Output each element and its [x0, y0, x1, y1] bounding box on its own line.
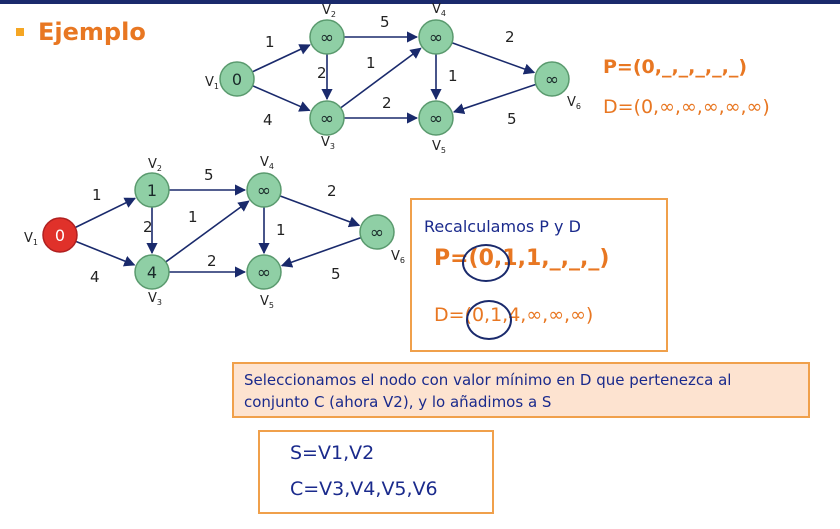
bottom-node-value-v1: 0 — [55, 226, 65, 245]
bottom-node-label-v6: V6 — [391, 249, 405, 265]
top-node-label-v6: V6 — [567, 95, 581, 111]
bullet-icon — [16, 28, 24, 36]
recalc-box: Recalculamos P y D P=(0,1,1,_,_,_) D=(0,… — [410, 198, 668, 352]
set-s: S=V1,V2 — [290, 442, 375, 464]
recalc-heading: Recalculamos P y D — [424, 217, 581, 236]
top-edge-weight-v1-v3: 4 — [263, 111, 273, 129]
top-edge-weight-v4-v5: 1 — [448, 67, 458, 85]
highlight-ellipse-p — [462, 244, 510, 282]
bottom-node-label-v4: V4 — [260, 155, 274, 171]
top-graph: 1 4 5 2 1 2 1 2 5 0 V1 ∞ V2 ∞ V3 ∞ V4 ∞ V5 ∞ V6 — [205, 2, 581, 155]
bottom-node-v3 — [134, 254, 170, 290]
top-edge-weight-v3-v4: 1 — [366, 54, 376, 72]
top-edge-weight-v3-v5: 2 — [382, 94, 392, 112]
top-edge-weight-v1-v2: 1 — [265, 33, 275, 51]
selection-note: Seleccionamos el nodo con valor mínimo e… — [232, 362, 810, 418]
top-node-value-v3: ∞ — [320, 109, 334, 129]
bottom-node-v2 — [134, 172, 170, 208]
bottom-edge-weight-v6-v5: 5 — [331, 265, 341, 283]
recalc-d-vector: D=(0,1,4,∞,∞,∞) — [434, 304, 594, 326]
bottom-node-value-v4: ∞ — [257, 181, 271, 201]
top-edge-v1-v3 — [252, 85, 311, 112]
top-edge-v4-v6 — [451, 42, 536, 75]
top-node-label-v3: V3 — [321, 135, 335, 151]
bottom-edge-v1-v2 — [74, 197, 136, 229]
recalc-p-vector: P=(0,1,1,_,_,_) — [434, 246, 610, 271]
top-node-v6 — [534, 61, 570, 97]
top-node-v2 — [309, 19, 345, 55]
top-node-value-v6: ∞ — [545, 70, 559, 90]
bottom-node-value-v5: ∞ — [257, 263, 271, 283]
bottom-node-v5 — [246, 254, 282, 290]
top-node-label-v1: V1 — [205, 75, 219, 91]
bottom-node-label-v5: V5 — [260, 294, 274, 310]
highlight-ellipse-d — [466, 300, 512, 340]
bottom-node-v1 — [42, 217, 78, 253]
top-node-value-v1: 0 — [232, 70, 242, 89]
bottom-node-v6 — [359, 214, 395, 250]
top-edge-weight-v4-v6: 2 — [505, 28, 515, 46]
top-edge-weight-v6-v5: 5 — [507, 110, 517, 128]
bottom-edge-weight-v3-v5: 2 — [207, 252, 217, 270]
bottom-node-label-v2: V2 — [148, 157, 162, 173]
top-edge-weight-v2-v4: 5 — [380, 13, 390, 31]
top-node-v5 — [418, 100, 454, 136]
bottom-edge-weight-v4-v5: 1 — [276, 221, 286, 239]
bottom-edge-v3-v4 — [165, 200, 250, 263]
bottom-edge-weight-v4-v6: 2 — [327, 182, 337, 200]
bottom-node-value-v3: 4 — [147, 263, 157, 282]
bottom-node-label-v3: V3 — [148, 291, 162, 307]
bottom-edge-v6-v5 — [280, 236, 362, 268]
title-row: Ejemplo — [16, 18, 146, 46]
top-edge-v6-v5 — [452, 83, 537, 115]
top-node-v1 — [219, 61, 255, 97]
top-node-label-v5: V5 — [432, 139, 446, 155]
bottom-node-label-v1: V1 — [24, 231, 38, 247]
bottom-node-v4 — [246, 172, 282, 208]
top-d-vector: D=(0,∞,∞,∞,∞,∞) — [603, 96, 770, 118]
top-node-value-v4: ∞ — [429, 28, 443, 48]
bottom-edge-weight-v3-v4: 1 — [188, 208, 198, 226]
slide-title: Ejemplo — [38, 18, 146, 46]
bottom-edge-weight-v2-v4: 5 — [204, 166, 214, 184]
bottom-graph: 1 4 5 2 1 2 1 2 5 0 V1 1 V2 4 V3 ∞ V4 ∞ V5 ∞ V6 — [24, 155, 405, 310]
top-p-vector: P=(0,_,_,_,_,_) — [603, 56, 748, 78]
bottom-edge-weight-v2-v3: 2 — [143, 218, 153, 236]
top-node-label-v4: V4 — [432, 2, 446, 18]
top-node-value-v2: ∞ — [320, 28, 334, 48]
top-bar — [0, 0, 840, 4]
top-node-v4 — [418, 19, 454, 55]
set-c: C=V3,V4,V5,V6 — [290, 478, 438, 500]
top-node-v3 — [309, 100, 345, 136]
top-node-label-v2: V2 — [322, 3, 336, 19]
top-edge-v1-v2 — [252, 44, 311, 73]
bottom-edge-weight-v1-v3: 4 — [90, 268, 100, 286]
top-edge-v3-v4 — [340, 47, 422, 109]
bottom-edge-v1-v3 — [75, 240, 136, 267]
top-node-value-v5: ∞ — [429, 109, 443, 129]
bottom-node-value-v2: 1 — [147, 181, 157, 200]
top-edge-weight-v2-v3: 2 — [317, 64, 327, 82]
bottom-edge-v4-v6 — [279, 195, 361, 228]
bottom-node-value-v6: ∞ — [370, 223, 384, 243]
sets-box: S=V1,V2 C=V3,V4,V5,V6 — [258, 430, 494, 514]
bottom-edge-weight-v1-v2: 1 — [92, 186, 102, 204]
